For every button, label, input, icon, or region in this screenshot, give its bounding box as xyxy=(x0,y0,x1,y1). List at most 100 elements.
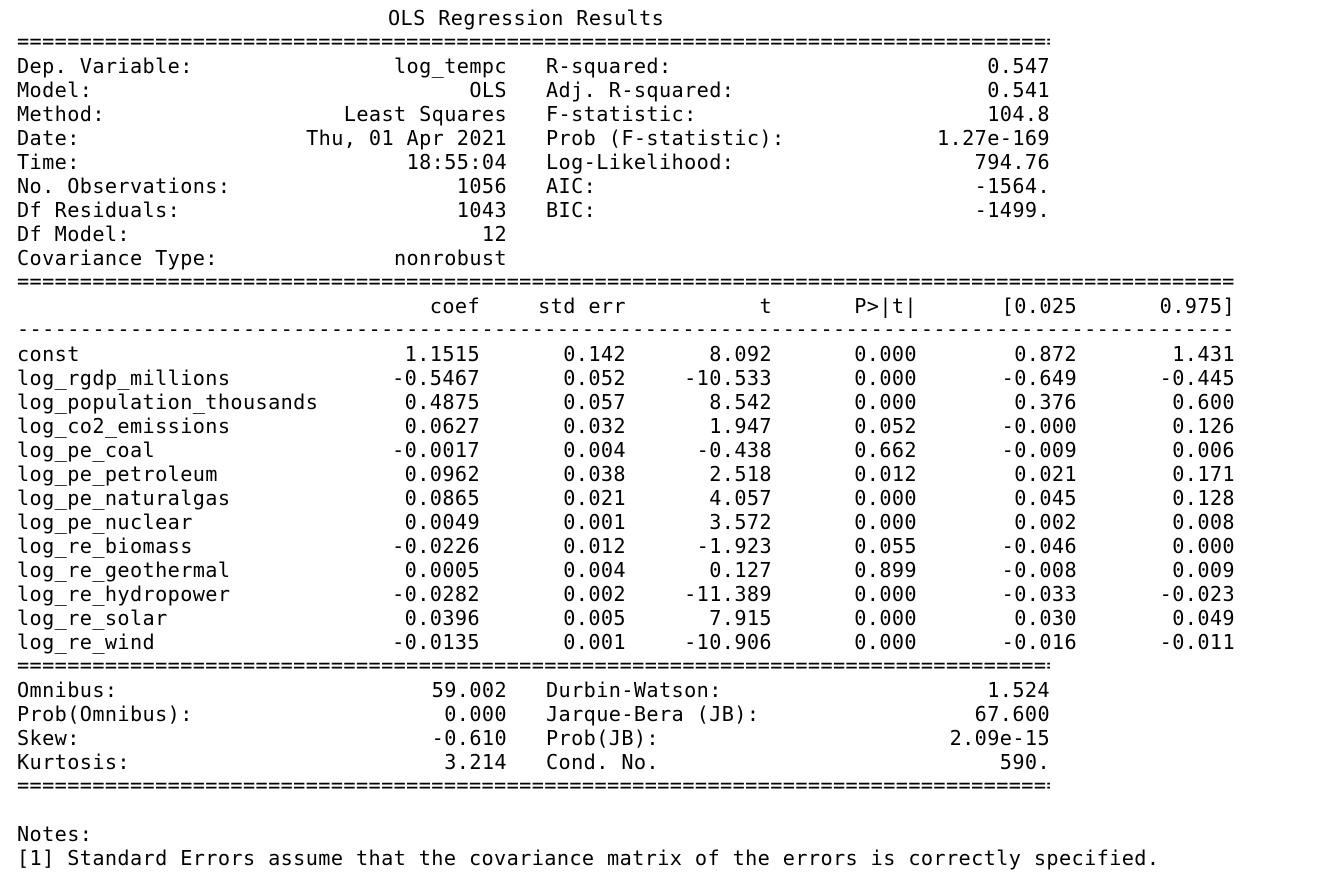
summary-value: -1499. xyxy=(974,198,1050,222)
diagnostics-label: Kurtosis: xyxy=(17,750,130,774)
coef-cell-se: 0.004 xyxy=(563,438,626,462)
coef-row: log_re_geothermal 0.0005 0.004 0.127 0.899 -0… xyxy=(17,558,1235,582)
summary-value: nonrobust xyxy=(394,246,507,270)
coef-cell-lo: 0.002 xyxy=(1014,510,1077,534)
rule-bottom: ========================================… xyxy=(17,780,1050,794)
summary-row: Df Residuals: 1043 BIC: -1499. xyxy=(17,198,1050,222)
coef-cell-coef: 0.0962 xyxy=(404,462,480,486)
coef-row: log_pe_coal -0.0017 0.004 -0.438 0.662 -0.009… xyxy=(17,438,1235,462)
rule-coef-header: ----------------------------------------… xyxy=(17,324,1235,338)
summary-row: No. Observations: 1056 AIC: -1564. xyxy=(17,174,1050,198)
coef-cell-lo: -0.046 xyxy=(1001,534,1077,558)
coef-cell-p: 0.055 xyxy=(854,534,917,558)
coef-header-row: coef std err t P>|t| [0.025 0.975] xyxy=(17,294,1235,318)
coef-cell-coef: 1.1515 xyxy=(404,342,480,366)
coef-row: log_rgdp_millions -0.5467 0.052 -10.533 0.00… xyxy=(17,366,1235,390)
summary-row: Model: OLS Adj. R-squared: 0.541 xyxy=(17,78,1050,102)
coef-variable-name: log_re_wind xyxy=(17,630,156,654)
coef-cell-p: 0.899 xyxy=(854,558,917,582)
diagnostics-row: Prob(Omnibus): 0.000 Jarque-Bera (JB): 67.6… xyxy=(17,702,1050,726)
coef-cell-lo: -0.649 xyxy=(1001,366,1077,390)
summary-value: Thu, 01 Apr 2021 xyxy=(306,126,507,150)
rule-coef-top: ========================================… xyxy=(17,276,1235,290)
summary-label: Date: xyxy=(17,126,80,150)
coef-cell-se: 0.052 xyxy=(563,366,626,390)
coef-cell-hi: 1.431 xyxy=(1172,342,1235,366)
diagnostics-label: Skew: xyxy=(17,726,80,750)
summary-row: Method: Least Squares F-statistic: 104.8 xyxy=(17,102,1050,126)
diagnostics-value: 2.09e-15 xyxy=(949,726,1050,750)
coef-cell-se: 0.012 xyxy=(563,534,626,558)
coef-cell-t: 1.947 xyxy=(709,414,772,438)
coef-variable-name: log_rgdp_millions xyxy=(17,366,231,390)
coef-cell-hi: 0.000 xyxy=(1172,534,1235,558)
coef-cell-t: 3.572 xyxy=(709,510,772,534)
coef-cell-se: 0.005 xyxy=(563,606,626,630)
summary-label: Adj. R-squared: xyxy=(546,78,735,102)
rule-top: ========================================… xyxy=(17,36,1050,50)
coef-cell-coef: -0.5467 xyxy=(392,366,480,390)
coef-cell-hi: 0.049 xyxy=(1172,606,1235,630)
coef-row: const 1.1515 0.142 8.092 0.000 0.872 1.431 xyxy=(17,342,1235,366)
coef-cell-lo: -0.000 xyxy=(1001,414,1077,438)
summary-label: BIC: xyxy=(546,198,597,222)
summary-value: 1056 xyxy=(456,174,507,198)
coef-cell-p: 0.000 xyxy=(854,630,917,654)
diagnostics-row: Kurtosis: 3.214 Cond. No. 590. xyxy=(17,750,1050,774)
diagnostics-value: 59.002 xyxy=(431,678,507,702)
diagnostics-label: Omnibus: xyxy=(17,678,118,702)
coef-cell-p: 0.000 xyxy=(854,606,917,630)
coef-cell-se: 0.142 xyxy=(563,342,626,366)
note-line: [1] Standard Errors assume that the cova… xyxy=(17,846,1160,870)
summary-row: Date: Thu, 01 Apr 2021 Prob (F-statistic):… xyxy=(17,126,1050,150)
diagnostics-value: 590. xyxy=(999,750,1050,774)
diagnostics-value: 3.214 xyxy=(444,750,507,774)
diagnostics-value: -0.610 xyxy=(431,726,507,750)
coef-cell-hi: 0.128 xyxy=(1172,486,1235,510)
coef-cell-t: 0.127 xyxy=(709,558,772,582)
summary-value: 1.27e-169 xyxy=(937,126,1050,150)
summary-label: Covariance Type: xyxy=(17,246,218,270)
coef-cell-coef: 0.0049 xyxy=(404,510,480,534)
diagnostics-row: Omnibus: 59.002 Durbin-Watson: 1.524 xyxy=(17,678,1050,702)
summary-row: Dep. Variable: log_tempc R-squared: 0.547 xyxy=(17,54,1050,78)
notes-title: Notes: xyxy=(17,822,93,846)
summary-label: AIC: xyxy=(546,174,597,198)
diagnostics-row: Skew: -0.610 Prob(JB): 2.09e-15 xyxy=(17,726,1050,750)
coef-cell-p: 0.000 xyxy=(854,366,917,390)
coef-variable-name: log_pe_petroleum xyxy=(17,462,218,486)
coef-cell-lo: 0.021 xyxy=(1014,462,1077,486)
coef-cell-lo: 0.376 xyxy=(1014,390,1077,414)
coef-cell-hi: 0.126 xyxy=(1172,414,1235,438)
coef-cell-coef: 0.0396 xyxy=(404,606,480,630)
coef-row: log_pe_petroleum 0.0962 0.038 2.518 0.012 0.0… xyxy=(17,462,1235,486)
coef-variable-name: log_re_solar xyxy=(17,606,168,630)
coef-cell-p: 0.052 xyxy=(854,414,917,438)
coef-row: log_re_hydropower -0.0282 0.002 -11.389 0.00… xyxy=(17,582,1235,606)
summary-value: 0.547 xyxy=(987,54,1050,78)
coef-cell-lo: -0.008 xyxy=(1001,558,1077,582)
header-t: t xyxy=(759,294,772,318)
coef-row: log_re_wind -0.0135 0.001 -10.906 0.000 -0.01… xyxy=(17,630,1235,654)
coef-cell-t: -11.389 xyxy=(684,582,772,606)
rule-diag-top: ========================================… xyxy=(17,660,1050,674)
coef-cell-p: 0.000 xyxy=(854,342,917,366)
coef-cell-lo: 0.872 xyxy=(1014,342,1077,366)
summary-label: Dep. Variable: xyxy=(17,54,193,78)
page-title: OLS Regression Results xyxy=(388,6,665,30)
coef-row: log_co2_emissions 0.0627 0.032 1.947 0.052 -0… xyxy=(17,414,1235,438)
coef-cell-t: 8.092 xyxy=(709,342,772,366)
diagnostics-label: Cond. No. xyxy=(546,750,659,774)
coef-cell-lo: 0.030 xyxy=(1014,606,1077,630)
coef-variable-name: log_re_hydropower xyxy=(17,582,231,606)
summary-label: Log-Likelihood: xyxy=(546,150,735,174)
summary-value: 12 xyxy=(481,222,507,246)
coef-variable-name: const xyxy=(17,342,80,366)
summary-value: log_tempc xyxy=(394,54,507,78)
diagnostics-label: Durbin-Watson: xyxy=(546,678,722,702)
coef-variable-name: log_pe_naturalgas xyxy=(17,486,231,510)
summary-value: 794.76 xyxy=(974,150,1050,174)
summary-label: Model: xyxy=(17,78,93,102)
coef-cell-t: 4.057 xyxy=(709,486,772,510)
header-coef: coef xyxy=(429,294,480,318)
